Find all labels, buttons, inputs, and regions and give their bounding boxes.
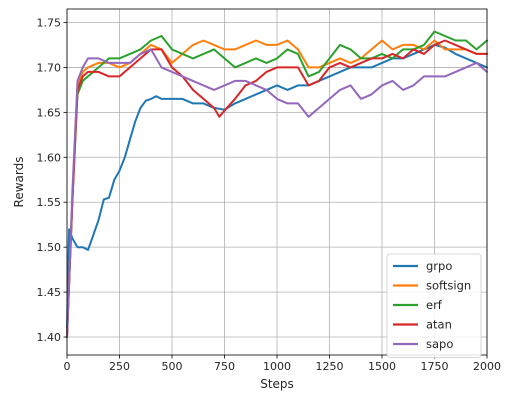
- legend-label-grpo: grpo: [426, 259, 452, 273]
- series-lines: [66, 30, 488, 338]
- y-tick-label: 1.45: [37, 286, 62, 299]
- y-axis-title: Rewards: [12, 157, 26, 208]
- x-axis-title: Steps: [260, 377, 294, 391]
- series-line-sapo: [66, 48, 488, 338]
- series-line-softsign: [66, 39, 488, 338]
- y-tick-label: 1.65: [37, 106, 62, 119]
- y-tick-label: 1.50: [37, 241, 62, 254]
- legend-label-atan: atan: [426, 318, 452, 332]
- x-tick-label: 0: [64, 360, 71, 373]
- x-tick-label: 250: [109, 360, 130, 373]
- x-tick-label: 750: [214, 360, 235, 373]
- series-line-atan: [66, 39, 488, 338]
- x-tick-label: 1500: [368, 360, 396, 373]
- legend-label-sapo: sapo: [426, 337, 453, 351]
- legend-label-erf: erf: [426, 298, 443, 312]
- y-tick-label: 1.40: [37, 331, 62, 344]
- x-tick-label: 500: [162, 360, 183, 373]
- x-tick-label: 1250: [316, 360, 344, 373]
- y-tick-label: 1.55: [37, 196, 62, 209]
- legend-label-softsign: softsign: [426, 279, 471, 293]
- x-tick-label: 2000: [473, 360, 501, 373]
- y-tick-label: 1.75: [37, 16, 62, 29]
- legend-box: [386, 253, 482, 358]
- y-tick-label: 1.70: [37, 61, 62, 74]
- y-tick-label: 1.60: [37, 151, 62, 164]
- legend: grpo softsign erf atan sapo: [386, 253, 482, 358]
- x-tick-label: 1750: [421, 360, 449, 373]
- x-tick-label: 1000: [263, 360, 291, 373]
- axis-ticks: 0 250 500 750 1000 1250 1500 1750 2000 1.40 1.45 1.…: [37, 16, 502, 373]
